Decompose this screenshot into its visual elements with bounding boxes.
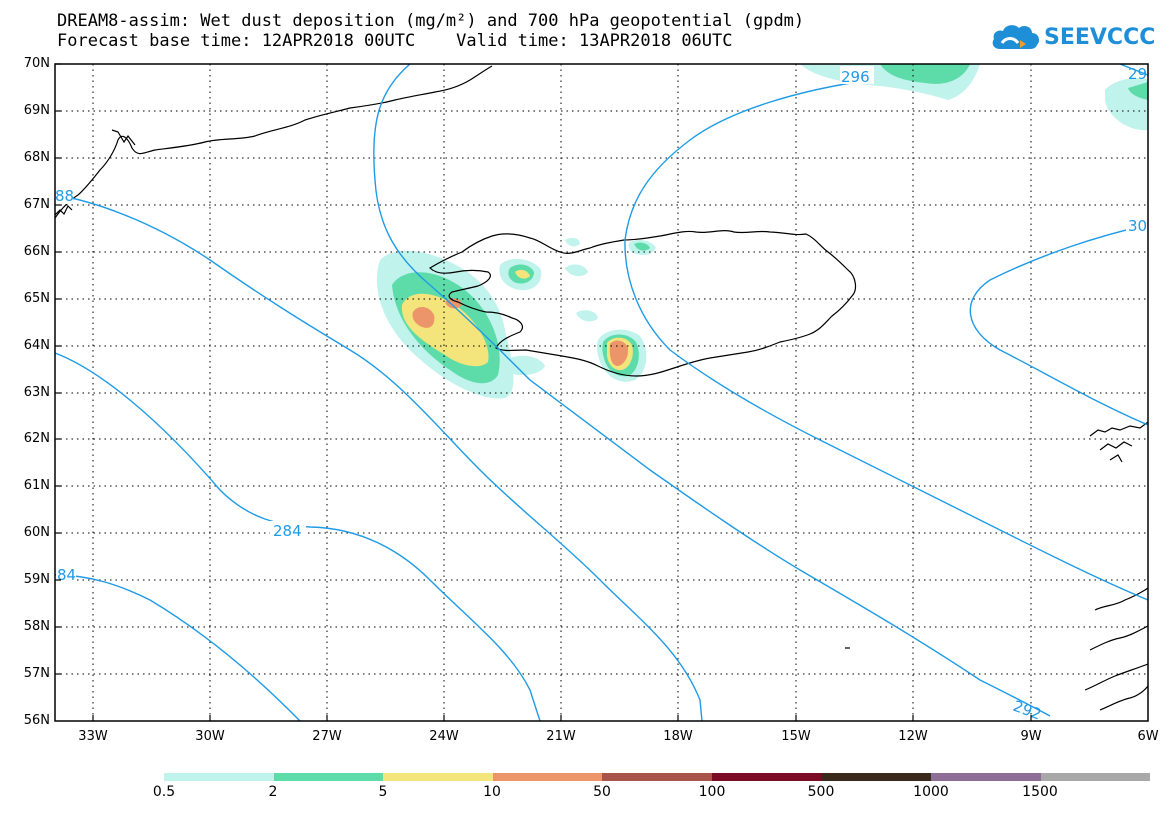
legend-swatch-7 (821, 773, 932, 781)
cloud-icon (992, 25, 1040, 49)
lat-label-64n: 64N (23, 338, 50, 353)
contour-label-84: 84 (57, 566, 76, 584)
legend-label: 10 (483, 784, 501, 800)
lon-label-15w: 15W (781, 729, 811, 744)
map-subtitle: Forecast base time: 12APR2018 00UTC Vali… (57, 31, 733, 51)
map-frame (54, 63, 1149, 722)
legend-swatch-9 (1040, 773, 1151, 781)
lon-label-9w: 9W (1020, 729, 1042, 744)
lat-label-56n: 56N (23, 713, 50, 728)
legend-label: 500 (807, 784, 835, 800)
contour-labels: 296 29 30 284 84 88 292 (55, 65, 1148, 724)
lat-label-60n: 60N (23, 525, 50, 540)
lat-label-68n: 68N (23, 150, 50, 165)
lon-label-24w: 24W (429, 729, 459, 744)
lat-label-61n: 61N (23, 478, 50, 493)
lat-label-65n: 65N (23, 291, 50, 306)
map-title: DREAM8-assim: Wet dust deposition (mg/m²… (57, 11, 805, 31)
lat-label-67n: 67N (23, 197, 50, 212)
contour-label-30: 30 (1128, 217, 1147, 235)
legend-label: 2 (268, 784, 278, 800)
lon-label-30w: 30W (195, 729, 225, 744)
lat-label-70n: 70N (23, 56, 50, 71)
lat-label-59n: 59N (23, 572, 50, 587)
legend-label: 1000 (913, 784, 949, 800)
graticule (55, 64, 1148, 721)
contour-label-284: 284 (273, 522, 302, 540)
legend-swatch-4 (492, 773, 603, 781)
lon-label-21w: 21W (546, 729, 576, 744)
lon-label-12w: 12W (898, 729, 928, 744)
legend-label: 1500 (1022, 784, 1058, 800)
contour-label-296: 296 (841, 68, 870, 86)
legend-label: 5 (378, 784, 388, 800)
legend-swatch-8 (931, 773, 1041, 781)
contour-label-29: 29 (1128, 65, 1147, 83)
legend-label: 50 (593, 784, 611, 800)
logo-text: SEEVCCC (1044, 24, 1156, 50)
axis-ticks (55, 63, 1032, 721)
lon-label-6w: 6W (1137, 729, 1159, 744)
lat-label-58n: 58N (23, 619, 50, 634)
lat-label-69n: 69N (23, 103, 50, 118)
legend-swatch-3 (383, 773, 493, 781)
contour-label-292: 292 (1011, 697, 1044, 724)
lon-label-33w: 33W (78, 729, 108, 744)
lat-label-66n: 66N (23, 244, 50, 259)
contour-label-88: 88 (55, 187, 74, 205)
lon-label-18w: 18W (663, 729, 693, 744)
lat-label-62n: 62N (23, 431, 50, 446)
legend-label: 0.5 (152, 784, 176, 800)
legend-swatch-6 (711, 773, 822, 781)
lat-label-57n: 57N (23, 666, 50, 681)
legend-swatch-1 (164, 773, 274, 781)
geopotential-contours (55, 64, 1148, 721)
lon-label-27w: 27W (312, 729, 342, 744)
lat-label-63n: 63N (23, 385, 50, 400)
legend-label: 100 (698, 784, 726, 800)
color-legend (164, 773, 1151, 781)
coastlines (55, 65, 1148, 711)
seevccc-logo: SEEVCCC (990, 20, 1155, 54)
legend-swatch-2 (273, 773, 384, 781)
legend-swatch-5 (602, 773, 712, 781)
